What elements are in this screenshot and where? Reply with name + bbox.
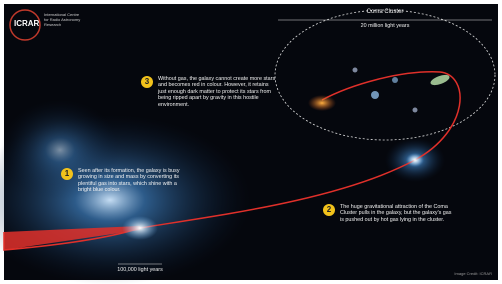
galaxy-blue — [122, 216, 158, 240]
step-number: 1 — [61, 168, 73, 180]
step-text: Seen after its formation, the galaxy is … — [78, 168, 188, 194]
cluster-galaxy — [413, 108, 418, 113]
cluster-title: Coma Cluster — [335, 9, 435, 15]
step-number: 3 — [141, 76, 153, 88]
cluster-galaxy — [392, 77, 398, 83]
logo-subtitle: International Centre for Radio Astronomy… — [44, 12, 82, 27]
cluster-scale: 20 million light years — [335, 23, 435, 29]
galaxy-red — [308, 95, 336, 111]
galaxy-blue — [406, 153, 424, 167]
logo: ICRAR — [14, 21, 39, 27]
cluster-galaxy — [353, 68, 358, 73]
credit: Image Credit: ICRAR — [430, 271, 492, 277]
step-text: The huge gravitational attraction of the… — [340, 204, 455, 223]
artwork — [0, 0, 502, 284]
cluster-galaxy — [371, 91, 379, 99]
galaxy-scale: 100,000 light years — [105, 267, 175, 273]
step-text: Without gas, the galaxy cannot create mo… — [158, 76, 278, 108]
step-number: 2 — [323, 204, 335, 216]
infographic: ICRAR International Centre for Radio Ast… — [0, 0, 502, 284]
